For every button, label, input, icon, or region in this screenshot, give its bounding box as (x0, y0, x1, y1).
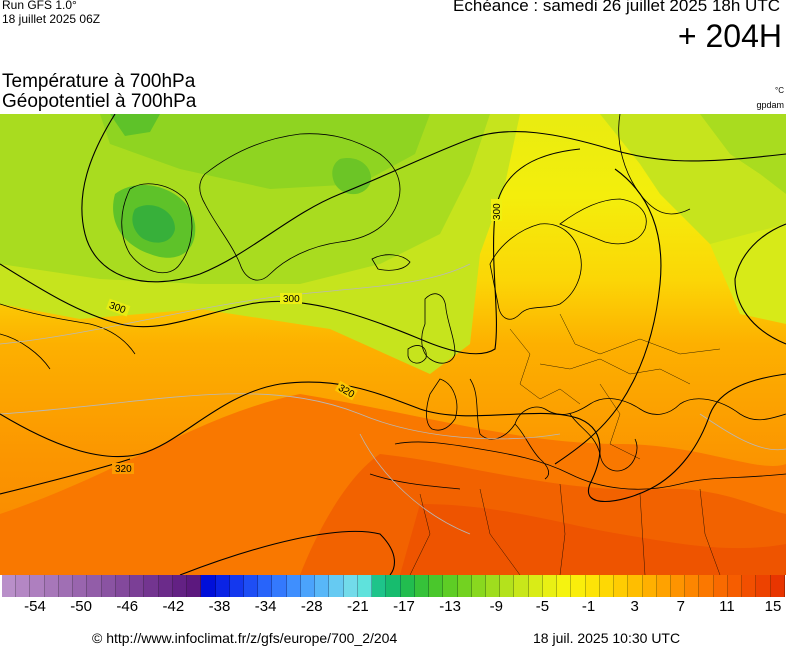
geopotential-contours (0, 114, 786, 575)
scale-label: 3 (630, 598, 639, 615)
scale-swatch (599, 575, 615, 597)
forecast-map: 300 300 300 320 320 (0, 114, 786, 575)
scale-label: 7 (676, 598, 685, 615)
scale-swatch (158, 575, 173, 597)
scale-label: -9 (489, 598, 503, 615)
scale-swatch (58, 575, 74, 597)
scale-label: -13 (439, 598, 461, 615)
scale-swatch (571, 575, 586, 597)
geopotential-unit: gpdam (756, 100, 784, 110)
scale-swatch (400, 575, 415, 597)
run-date: 18 juillet 2025 06Z (2, 12, 101, 26)
contour-label-320-west: 320 (115, 464, 132, 475)
geopotential-title: Géopotentiel à 700hPa (2, 91, 197, 112)
scale-label: -50 (70, 598, 92, 615)
scale-swatch (585, 575, 600, 597)
scale-swatch (756, 575, 771, 597)
temperature-scale-labels: -54 -50 -46 -42 -38 -34 -28 -21 -17 -13 -9 -5 -1 3 7 11… (0, 598, 786, 620)
run-title: Run GFS 1.0° (2, 0, 77, 12)
scale-swatch (187, 575, 202, 597)
scale-swatch (429, 575, 444, 597)
scale-swatch (386, 575, 401, 597)
scale-swatch (770, 575, 785, 597)
scale-swatch (485, 575, 501, 597)
scale-label: -54 (24, 598, 46, 615)
scale-swatch (2, 575, 17, 597)
forecast-valid-time: Echéance : samedi 26 juillet 2025 18h UT… (453, 0, 780, 15)
scale-swatch (229, 575, 244, 597)
scale-label: 11 (719, 598, 735, 615)
scale-label: -28 (300, 598, 323, 615)
scale-swatch (414, 575, 430, 597)
scale-swatch (300, 575, 316, 597)
scale-swatch (201, 575, 216, 597)
scale-swatch (528, 575, 543, 597)
temperature-title: Température à 700hPa (2, 71, 196, 92)
scale-swatch (115, 575, 131, 597)
scale-label: -1 (581, 598, 596, 615)
scale-label: 15 (764, 598, 782, 615)
scale-swatch (144, 575, 159, 597)
source-url: © http://www.infoclimat.fr/z/gfs/europe/… (92, 630, 398, 646)
temperature-field (0, 114, 786, 575)
scale-label: -38 (208, 598, 231, 615)
scale-swatch (258, 575, 273, 597)
scale-swatch (614, 575, 629, 597)
scale-swatch (500, 575, 515, 597)
scale-label: -42 (162, 598, 185, 615)
scale-swatch (727, 575, 743, 597)
scale-swatch (742, 575, 757, 597)
borders (409, 313, 721, 575)
scale-swatch (642, 575, 657, 597)
contour-label-300-north: 300 (492, 203, 503, 220)
scale-label: -46 (116, 598, 139, 615)
scale-swatch (443, 575, 458, 597)
scale-swatch (73, 575, 88, 597)
forecast-lead-time: + 204H (677, 18, 782, 54)
scale-swatch (215, 575, 230, 597)
scale-swatch (343, 575, 358, 597)
scale-label: -34 (254, 598, 277, 615)
scale-swatch (542, 575, 558, 597)
scale-swatch (656, 575, 672, 597)
scale-swatch (315, 575, 330, 597)
scale-swatch (87, 575, 102, 597)
scale-swatch (130, 575, 145, 597)
generation-timestamp: 18 juil. 2025 10:30 UTC (533, 630, 681, 646)
scale-swatch (628, 575, 643, 597)
scale-swatch (243, 575, 259, 597)
scale-swatch (471, 575, 486, 597)
scale-swatch (713, 575, 728, 597)
scale-swatch (286, 575, 301, 597)
scale-swatch (557, 575, 572, 597)
scale-swatch (329, 575, 344, 597)
scale-swatch (272, 575, 287, 597)
scale-swatch (685, 575, 700, 597)
scale-label: -21 (347, 598, 369, 615)
scale-label: -5 (535, 598, 550, 615)
scale-label: -17 (393, 598, 415, 615)
scale-swatch (699, 575, 714, 597)
scale-swatch (30, 575, 45, 597)
scale-swatch (44, 575, 59, 597)
scale-swatch (357, 575, 373, 597)
scale-swatch (101, 575, 116, 597)
temperature-unit: °C (775, 86, 784, 95)
scale-swatch (172, 575, 188, 597)
scale-swatch (16, 575, 31, 597)
scale-swatch (514, 575, 529, 597)
temperature-color-scale (2, 575, 785, 597)
scale-swatch (457, 575, 472, 597)
contour-label-300-west: 300 (283, 294, 300, 305)
scale-swatch (671, 575, 686, 597)
scale-swatch (372, 575, 387, 597)
